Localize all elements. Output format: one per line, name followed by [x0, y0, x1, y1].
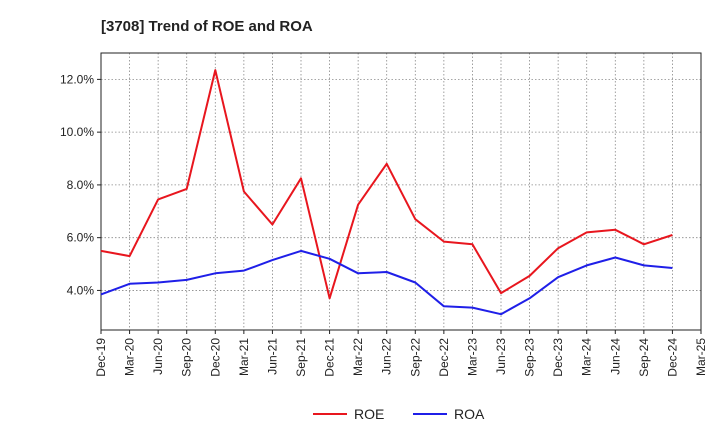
y-tick-label: 10.0% [60, 125, 94, 139]
series-lines [100, 69, 673, 316]
x-tick-label: Mar-21 [237, 338, 251, 376]
x-tick-label: Dec-20 [208, 338, 222, 377]
x-tick-label: Sep-24 [637, 338, 651, 377]
x-tick-label: Sep-21 [294, 338, 308, 377]
legend: ROE ROA [313, 406, 485, 422]
x-tick-label: Jun-22 [380, 338, 394, 375]
x-tick-label: Dec-19 [94, 338, 108, 377]
x-tick-label: Mar-25 [694, 338, 708, 376]
x-tick-label: Dec-22 [437, 338, 451, 377]
x-tick-label: Jun-21 [265, 338, 279, 375]
x-tick-label: Sep-20 [180, 338, 194, 377]
x-tick-label: Mar-20 [123, 338, 137, 376]
x-tick-label: Sep-23 [523, 338, 537, 377]
y-tick-label: 12.0% [60, 72, 94, 86]
x-tick-label: Dec-23 [551, 338, 565, 377]
grid-lines [101, 53, 701, 330]
y-tick-label: 6.0% [67, 231, 95, 245]
plot-area [100, 52, 702, 331]
y-tick-label: 8.0% [67, 178, 95, 192]
series-line-roe [100, 69, 673, 300]
x-axis: Dec-19 Mar-20 Jun-20 Sep-20 Dec-20 Mar-21 Jun-… [94, 330, 708, 377]
x-tick-label: Jun-20 [151, 338, 165, 375]
x-tick-label: Jun-23 [494, 338, 508, 375]
y-axis: 4.0% 6.0% 8.0% 10.0% 12.0% [60, 72, 101, 297]
series-line-roa [100, 249, 673, 316]
chart-title: [3708] Trend of ROE and ROA [101, 18, 313, 35]
legend-label-roa: ROA [454, 406, 485, 422]
x-tick-label: Sep-22 [408, 338, 422, 377]
x-tick-label: Dec-24 [665, 338, 679, 377]
x-tick-label: Dec-21 [323, 338, 337, 377]
legend-label-roe: ROE [354, 406, 384, 422]
x-tick-label: Mar-24 [580, 338, 594, 376]
y-tick-label: 4.0% [67, 283, 95, 297]
x-tick-label: Jun-24 [608, 338, 622, 375]
x-tick-label: Mar-23 [465, 338, 479, 376]
x-tick-label: Mar-22 [351, 338, 365, 376]
